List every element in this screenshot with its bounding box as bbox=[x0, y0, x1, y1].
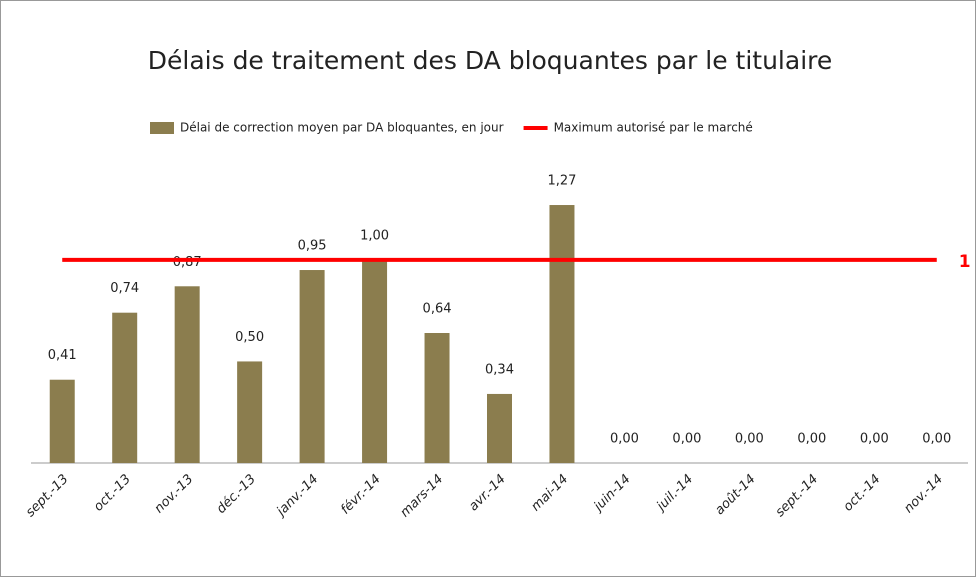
legend-swatch bbox=[150, 122, 174, 134]
value-label: 0,00 bbox=[922, 432, 951, 447]
bar bbox=[237, 361, 263, 463]
bar bbox=[299, 270, 325, 463]
value-label: 0,74 bbox=[110, 281, 139, 296]
legend-label: Maximum autorisé par le marché bbox=[554, 121, 753, 135]
value-label: 1,27 bbox=[547, 174, 576, 189]
bar bbox=[362, 259, 388, 463]
bar bbox=[487, 393, 512, 463]
value-label: 0,95 bbox=[298, 239, 327, 254]
bar bbox=[174, 286, 200, 463]
value-label: 0,41 bbox=[48, 348, 77, 363]
bar bbox=[112, 312, 138, 463]
legend-label: Délai de correction moyen par DA bloquan… bbox=[180, 121, 504, 135]
value-label: 0,00 bbox=[735, 432, 764, 447]
chart-title: Délais de traitement des DA bloquantes p… bbox=[148, 46, 833, 75]
value-label: 1,00 bbox=[360, 228, 389, 243]
value-label: 0,00 bbox=[610, 432, 639, 447]
bar bbox=[424, 333, 450, 463]
line-end-label: 1 bbox=[959, 252, 971, 272]
value-label: 0,34 bbox=[485, 362, 514, 377]
value-label: 0,64 bbox=[423, 302, 452, 317]
bar bbox=[549, 205, 575, 463]
value-label: 0,00 bbox=[672, 432, 701, 447]
value-label: 0,00 bbox=[860, 432, 889, 447]
value-label: 0,00 bbox=[797, 432, 826, 447]
value-label: 0,50 bbox=[235, 330, 264, 345]
bar bbox=[49, 379, 75, 463]
value-label: 0,87 bbox=[173, 255, 202, 270]
